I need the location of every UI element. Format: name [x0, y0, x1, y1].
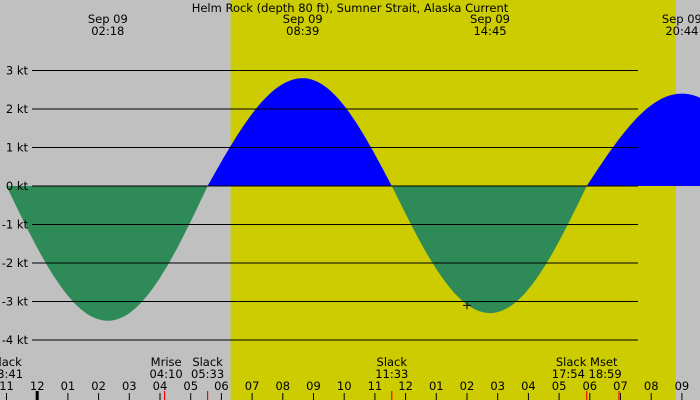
event-label: Slack	[377, 355, 408, 369]
hour-label: 10	[337, 379, 352, 393]
hour-label: 08	[275, 379, 290, 393]
flood-area	[586, 93, 700, 186]
hour-label: 04	[153, 379, 168, 393]
hour-label: 06	[214, 379, 229, 393]
hour-label: 09	[306, 379, 321, 393]
y-tick-label: 0 kt	[6, 179, 29, 193]
hour-label: 03	[490, 379, 505, 393]
hour-label: 02	[460, 379, 475, 393]
event-time-label: 17:54 18:59	[552, 367, 622, 381]
event-label: Slack	[192, 355, 223, 369]
peak-date-label: Sep 09	[662, 12, 700, 26]
hour-label: 11	[0, 379, 14, 393]
peak-time-label: 02:18	[91, 24, 124, 38]
hour-label: 05	[552, 379, 567, 393]
hour-label: 05	[183, 379, 198, 393]
peak-time-label: 08:39	[286, 24, 319, 38]
hour-label: 12	[398, 379, 413, 393]
event-time-label: 11:33	[375, 367, 408, 381]
y-tick-label: -2 kt	[2, 256, 29, 270]
hour-label: 07	[613, 379, 628, 393]
flood-area	[207, 78, 392, 186]
peak-date-label: Sep 09	[88, 12, 128, 26]
hour-label: 04	[521, 379, 536, 393]
event-label: Slack	[0, 355, 22, 369]
hour-label: 07	[245, 379, 260, 393]
peak-date-label: Sep 09	[283, 12, 323, 26]
event-label: Slack Mset	[556, 355, 618, 369]
event-labels: Slack23:41Mrise04:10Slack05:33Slack11:33…	[0, 355, 622, 381]
hour-label: 06	[582, 379, 597, 393]
event-time-label: 04:10	[150, 367, 183, 381]
hour-label: 09	[675, 379, 690, 393]
peak-time-label: 14:45	[473, 24, 506, 38]
hour-label: 08	[644, 379, 659, 393]
y-tick-label: 3 kt	[6, 64, 29, 78]
current-time-marker	[463, 301, 471, 310]
hour-label: 03	[122, 379, 137, 393]
event-time-label: 05:33	[191, 367, 224, 381]
current-area-group	[6, 78, 700, 321]
y-axis-labels: 3 kt 2 kt 1 kt 0 kt -1 kt -2 kt -3 kt -4 kt	[2, 64, 29, 348]
y-tick-label: 1 kt	[6, 141, 29, 155]
hour-label: 02	[91, 379, 106, 393]
hour-label: 11	[368, 379, 383, 393]
hour-labels: 11 12 01 02 03 04 05 06 07 08 09 10 11 12 01 02 03 04 05 06…	[0, 379, 689, 393]
hour-ticks	[6, 391, 683, 400]
chart-title: Helm Rock (depth 80 ft), Sumner Strait, …	[192, 1, 509, 15]
y-tick-label: -4 kt	[2, 333, 29, 347]
ebb-area	[6, 186, 208, 321]
event-label: Mrise	[151, 355, 182, 369]
hour-label: 01	[429, 379, 444, 393]
peak-time-label: 20:44	[665, 24, 698, 38]
y-tick-label: 2 kt	[6, 102, 29, 116]
gridlines	[32, 70, 638, 341]
hour-label: 01	[61, 379, 76, 393]
peak-date-label: Sep 09	[470, 12, 510, 26]
event-time-label: 23:41	[0, 367, 23, 381]
y-tick-label: -1 kt	[2, 218, 29, 232]
hour-label: 12	[30, 379, 45, 393]
ebb-area	[391, 186, 587, 314]
y-tick-label: -3 kt	[2, 295, 29, 309]
